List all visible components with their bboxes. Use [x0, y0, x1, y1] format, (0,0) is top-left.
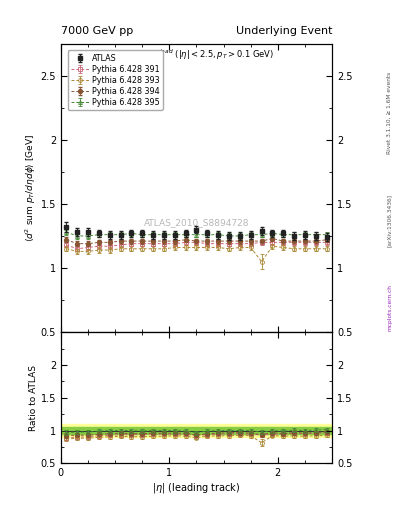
Text: [arXiv:1306.3436]: [arXiv:1306.3436] — [387, 194, 392, 247]
Text: Underlying Event: Underlying Event — [235, 26, 332, 36]
Text: $\Sigma(p_T)$ vs $\eta^{lead}$ ($|\eta| < 2.5, p_T > 0.1$ GeV): $\Sigma(p_T)$ vs $\eta^{lead}$ ($|\eta| … — [118, 48, 275, 62]
Y-axis label: Ratio to ATLAS: Ratio to ATLAS — [29, 365, 38, 431]
X-axis label: $|\eta|$ (leading track): $|\eta|$ (leading track) — [152, 481, 241, 495]
Text: mcplots.cern.ch: mcplots.cern.ch — [387, 284, 392, 331]
Y-axis label: $\langle d^2$ sum $p_T/d\eta d\phi\rangle$ [GeV]: $\langle d^2$ sum $p_T/d\eta d\phi\rangl… — [23, 134, 38, 242]
Text: 7000 GeV pp: 7000 GeV pp — [61, 26, 133, 36]
Text: ATLAS_2010_S8894728: ATLAS_2010_S8894728 — [144, 218, 249, 227]
Text: Rivet 3.1.10, ≥ 1.6M events: Rivet 3.1.10, ≥ 1.6M events — [387, 72, 392, 154]
Legend: ATLAS, Pythia 6.428 391, Pythia 6.428 393, Pythia 6.428 394, Pythia 6.428 395: ATLAS, Pythia 6.428 391, Pythia 6.428 39… — [68, 51, 163, 110]
